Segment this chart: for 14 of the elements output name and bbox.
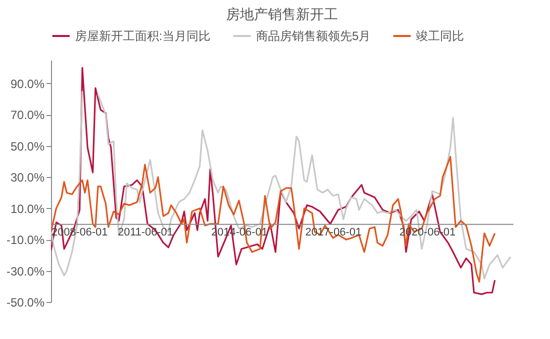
- legend-label: 商品房销售额领先5月: [256, 29, 371, 43]
- legend-label: 竣工同比: [416, 29, 464, 43]
- y-tick-label: 70.0%: [10, 108, 45, 122]
- y-tick-label: 10.0%: [10, 202, 45, 216]
- y-tick-label: 30.0%: [10, 170, 45, 185]
- y-tick-label: 50.0%: [10, 139, 45, 154]
- y-tick-label: -10.0%: [6, 233, 45, 248]
- legend-label: 房屋新开工面积:当月同比: [75, 29, 210, 43]
- line-series: [51, 156, 496, 283]
- y-tick-label: 90.0%: [10, 76, 45, 91]
- y-tick-label: -30.0%: [6, 264, 45, 278]
- y-tick-label: -50.0%: [6, 296, 45, 310]
- chart-title: 房地产销售新开工: [226, 6, 338, 22]
- line-series: [51, 67, 496, 295]
